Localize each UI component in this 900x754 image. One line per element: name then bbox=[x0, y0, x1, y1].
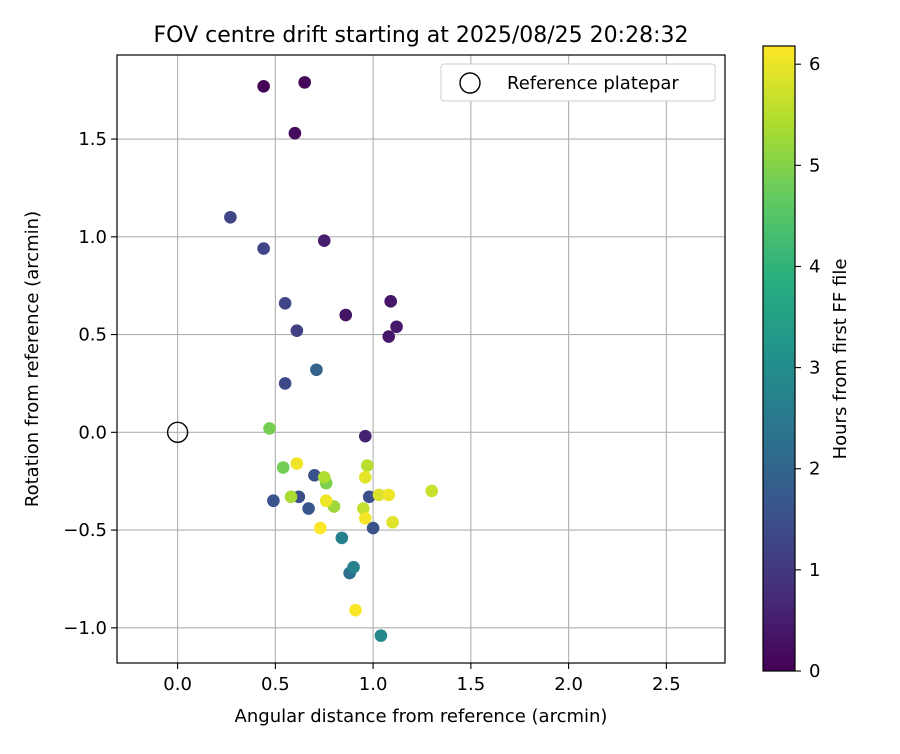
scatter-point bbox=[358, 512, 372, 525]
x-axis-label: Angular distance from reference (arcmin) bbox=[235, 706, 608, 727]
scatter-point bbox=[362, 490, 376, 504]
scatter-point bbox=[290, 457, 304, 470]
x-tick-label: 0.0 bbox=[163, 674, 192, 695]
chart-title: FOV centre drift starting at 2025/08/25 … bbox=[154, 23, 689, 48]
colorbar-gradient bbox=[762, 45, 796, 672]
y-tick-label: 0.0 bbox=[78, 422, 107, 443]
y-tick-label: −0.5 bbox=[63, 520, 107, 541]
scatter-point bbox=[372, 488, 386, 502]
scatter-point bbox=[390, 320, 403, 334]
scatter-point bbox=[278, 377, 292, 390]
scatter-point bbox=[382, 330, 396, 343]
legend-reference-marker bbox=[459, 72, 481, 94]
scatter-point bbox=[310, 363, 323, 377]
scatter-point bbox=[366, 521, 380, 535]
scatter-point bbox=[317, 470, 331, 484]
y-tick-label: 1.5 bbox=[78, 129, 107, 150]
scatter-point bbox=[374, 629, 388, 642]
scatter-point bbox=[302, 502, 315, 515]
scatter-point bbox=[317, 234, 331, 248]
scatter-point bbox=[384, 295, 397, 308]
scatter-point bbox=[319, 494, 333, 508]
scatter-point bbox=[290, 324, 304, 337]
reference-layer bbox=[166, 421, 189, 444]
scatter-point bbox=[335, 531, 349, 545]
scatter-point bbox=[386, 515, 399, 529]
x-tick-label: 2.5 bbox=[652, 674, 681, 695]
scatter-point bbox=[284, 490, 298, 504]
colorbar-tick-label: 0 bbox=[809, 661, 820, 682]
grid bbox=[117, 55, 725, 663]
y-axis-label: Rotation from reference (arcmin) bbox=[22, 211, 43, 507]
scatter-point bbox=[357, 502, 370, 515]
legend-box bbox=[440, 63, 716, 102]
scatter-point bbox=[278, 296, 292, 310]
x-axis-ticks: 0.0 0.5 1.0 1.5 2.0 2.5 bbox=[163, 663, 681, 695]
scatter-point bbox=[308, 469, 321, 482]
y-tick-label: 0.5 bbox=[78, 325, 107, 346]
y-tick-label: −1.0 bbox=[63, 618, 107, 639]
scatter-point bbox=[425, 484, 439, 498]
colorbar-tick-label: 6 bbox=[809, 54, 820, 75]
scatter-point bbox=[349, 603, 362, 617]
scatter-point bbox=[224, 210, 237, 224]
y-tick-label: 1.0 bbox=[78, 227, 107, 248]
legend: Reference platepar bbox=[440, 63, 716, 102]
scatter-point bbox=[347, 560, 360, 574]
y-axis-ticks: −1.0 −0.5 0.0 0.5 1.0 1.5 bbox=[63, 129, 117, 639]
scatter-points bbox=[224, 76, 439, 642]
scatter-point bbox=[288, 126, 302, 140]
scatter-point bbox=[358, 429, 372, 443]
scatter-point bbox=[263, 422, 276, 435]
colorbar-ticks: 0 1 2 3 4 5 6 bbox=[795, 54, 820, 682]
colorbar: 0 1 2 3 4 5 6 Hours from first FF file bbox=[762, 45, 851, 682]
x-tick-label: 1.5 bbox=[457, 674, 486, 695]
scatter-point bbox=[257, 79, 270, 93]
scatter-point bbox=[267, 494, 280, 508]
colorbar-label: Hours from first FF file bbox=[830, 259, 851, 460]
scatter-point bbox=[257, 242, 270, 255]
scatter-point bbox=[314, 521, 327, 535]
scatter-point bbox=[339, 308, 353, 322]
x-tick-label: 2.0 bbox=[554, 674, 583, 695]
legend-reference-label: Reference platepar bbox=[507, 73, 679, 94]
colorbar-tick-label: 4 bbox=[809, 256, 820, 277]
colorbar-tick-label: 5 bbox=[809, 155, 820, 176]
scatter-point bbox=[358, 470, 372, 484]
scatter-point bbox=[298, 76, 311, 89]
x-tick-label: 0.5 bbox=[261, 674, 290, 695]
scatter-point bbox=[276, 461, 290, 474]
colorbar-tick-label: 3 bbox=[809, 358, 820, 379]
scatter-point bbox=[382, 488, 396, 502]
scatter-point bbox=[360, 459, 374, 472]
x-tick-label: 1.0 bbox=[359, 674, 388, 695]
colorbar-tick-label: 1 bbox=[809, 560, 820, 581]
plot-frame bbox=[116, 54, 726, 664]
colorbar-tick-label: 2 bbox=[809, 459, 820, 480]
reference-platepar-marker bbox=[166, 421, 189, 444]
